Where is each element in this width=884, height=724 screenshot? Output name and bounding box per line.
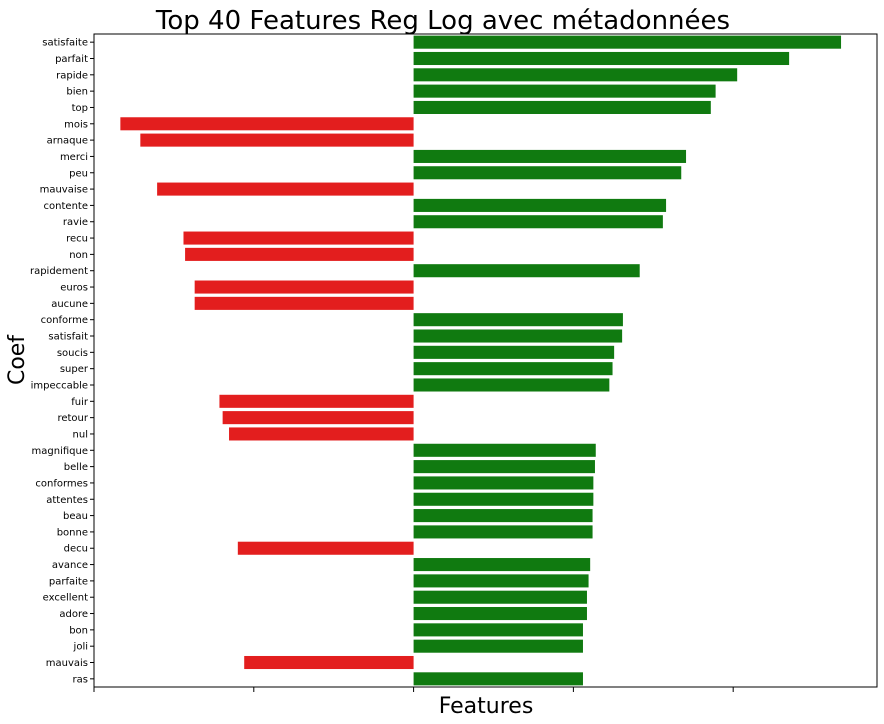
- y-tick-label: conformes: [35, 478, 88, 489]
- y-tick-label: arnaque: [47, 136, 88, 147]
- y-tick-label: belle: [64, 462, 88, 473]
- bar-soucis: [413, 345, 615, 359]
- bar-beau: [413, 509, 593, 523]
- y-tick-label: aucune: [51, 299, 88, 310]
- y-tick-label: top: [72, 103, 88, 114]
- y-tick-label: impeccable: [31, 380, 88, 391]
- bar-mauvaise: [157, 182, 414, 196]
- bar-mois: [120, 117, 414, 131]
- y-tick-label: attentes: [46, 495, 88, 506]
- bar-joli: [413, 639, 583, 653]
- bar-conforme: [413, 313, 623, 327]
- y-tick-label: bonne: [57, 527, 88, 538]
- y-axis-label: Coef: [5, 334, 30, 385]
- bar-bon: [413, 623, 583, 637]
- y-tick-label: mois: [64, 119, 88, 130]
- y-tick-label: satisfaite: [42, 38, 88, 49]
- bars: [120, 35, 842, 686]
- bar-decu: [237, 541, 414, 555]
- bar-adore: [413, 607, 587, 621]
- y-tick-label: parfait: [55, 54, 88, 65]
- x-ticks: [93, 687, 734, 692]
- y-tick-label: ras: [73, 674, 88, 685]
- y-tick-label: ravie: [63, 217, 88, 228]
- bar-super: [413, 362, 613, 376]
- y-tick-label: satisfait: [48, 332, 88, 343]
- y-tick-label: magnifique: [32, 446, 88, 457]
- y-tick-label: non: [69, 250, 88, 261]
- bar-parfaite: [413, 574, 589, 588]
- bar-nul: [229, 427, 414, 441]
- bar-peu: [413, 166, 682, 180]
- bar-bien: [413, 84, 716, 98]
- bar-contente: [413, 198, 667, 212]
- y-tick-label: merci: [60, 152, 88, 163]
- y-ticks: satisfaite parfait rapide bien top mois arnaqu…: [30, 38, 94, 685]
- bar-merci: [413, 149, 687, 163]
- y-tick-label: bon: [69, 625, 88, 636]
- bar-satisfait: [413, 329, 623, 343]
- y-tick-label: conforme: [41, 315, 88, 326]
- y-tick-label: rapidement: [30, 266, 88, 277]
- y-tick-label: mauvais: [46, 658, 88, 669]
- bar-magnifique: [413, 443, 596, 457]
- y-tick-label: joli: [73, 642, 88, 653]
- bar-ravie: [413, 215, 663, 229]
- bar-belle: [413, 460, 595, 474]
- y-tick-label: decu: [64, 544, 88, 555]
- y-tick-label: beau: [63, 511, 88, 522]
- bar-arnaque: [140, 133, 414, 147]
- y-tick-label: parfaite: [49, 576, 88, 587]
- y-tick-label: nul: [73, 429, 88, 440]
- plot-frame: [93, 33, 878, 688]
- bar-attentes: [413, 492, 594, 506]
- bar-bonne: [413, 525, 593, 539]
- bar-parfait: [413, 51, 790, 66]
- y-tick-label: avance: [52, 560, 88, 571]
- y-tick-label: mauvaise: [40, 185, 88, 196]
- y-tick-label: adore: [59, 609, 88, 620]
- bar-retour: [222, 411, 414, 425]
- x-axis-label: Features: [439, 694, 534, 719]
- y-tick-label: retour: [57, 413, 88, 424]
- bar-ras: [413, 672, 583, 686]
- y-tick-label: peu: [69, 168, 88, 179]
- bar-recu: [183, 231, 414, 245]
- bar-rapidement: [413, 264, 640, 278]
- bar-conformes: [413, 476, 594, 490]
- y-tick-label: recu: [66, 234, 88, 245]
- chart-title: Top 40 Features Reg Log avec métadonnées: [155, 6, 730, 36]
- bar-top: [413, 100, 711, 114]
- bar-mauvais: [244, 655, 414, 670]
- y-tick-label: bien: [66, 87, 88, 98]
- y-tick-label: soucis: [57, 348, 88, 359]
- bar-rapide: [413, 68, 738, 82]
- bar-satisfaite: [413, 35, 842, 49]
- bar-excellent: [413, 590, 587, 604]
- bar-impeccable: [413, 378, 610, 392]
- y-tick-label: rapide: [56, 70, 88, 81]
- y-tick-label: super: [60, 364, 89, 375]
- bar-non: [185, 247, 414, 261]
- bar-avance: [413, 558, 591, 572]
- bar-fuir: [219, 394, 414, 408]
- y-tick-label: euros: [60, 283, 88, 294]
- y-tick-label: fuir: [71, 397, 89, 408]
- bar-euros: [194, 280, 414, 294]
- y-tick-label: excellent: [43, 593, 88, 604]
- y-tick-label: contente: [44, 201, 88, 212]
- bar-aucune: [194, 296, 414, 310]
